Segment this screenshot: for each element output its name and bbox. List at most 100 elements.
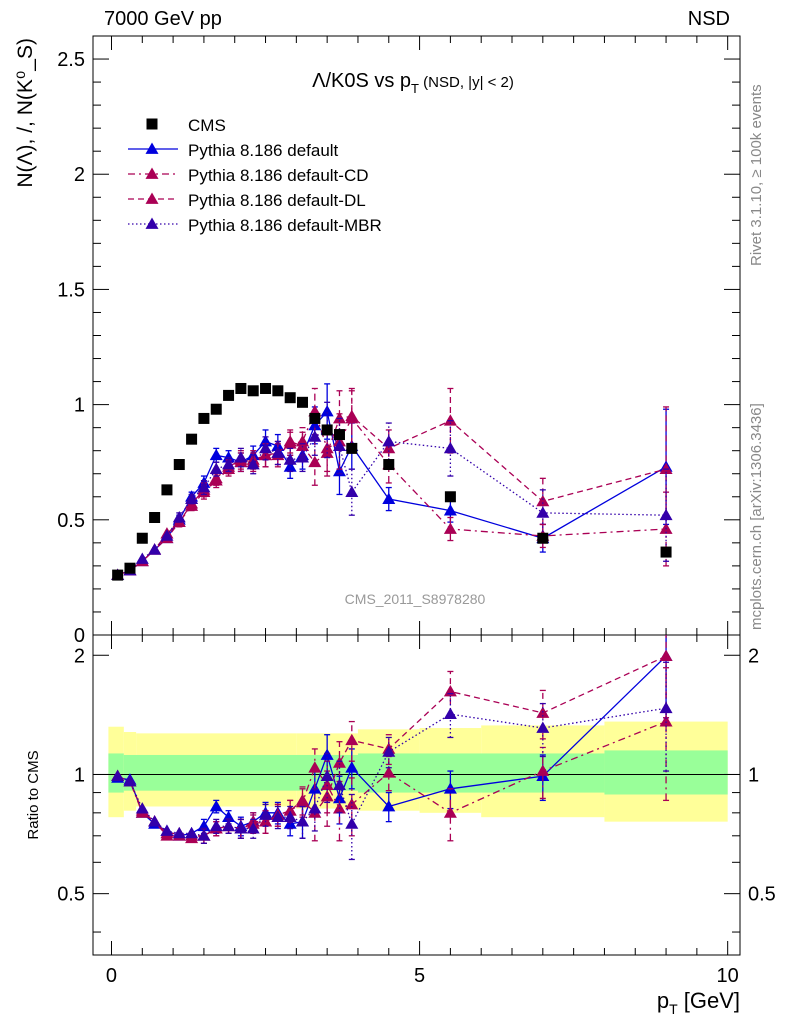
- cms-data-point: [444, 491, 456, 503]
- series-3-ratio-point: [659, 701, 673, 714]
- ratio-y-tick-label-right-2: 2: [748, 645, 759, 667]
- y-tick-label-0: 0: [74, 625, 85, 647]
- legend-label-2: Pythia 8.186 default-DL: [188, 191, 366, 210]
- legend: CMS Pythia 8.186 default Pythia 8.186 defa…: [128, 116, 382, 235]
- cms-data-point: [223, 389, 235, 401]
- series-3-ratio-point: [536, 721, 550, 733]
- series-3-ratio-point: [259, 808, 273, 820]
- cms-data-point: [149, 512, 161, 524]
- series-3-ratio-point: [148, 815, 162, 827]
- series-2-point: [345, 409, 359, 422]
- series-0-point: [332, 464, 346, 477]
- series-3-point: [308, 430, 322, 442]
- series-3-ratio-point: [111, 769, 125, 782]
- series-3-point: [536, 506, 550, 518]
- series-3-point: [185, 492, 199, 504]
- series-0-point: [259, 434, 273, 447]
- series-3-point: [283, 453, 297, 465]
- series-3-main: [111, 401, 673, 580]
- series-ratio-line: [117, 707, 667, 837]
- cms-data-point: [235, 382, 247, 394]
- header-left: 7000 GeV pp: [104, 8, 222, 30]
- x-axis-label: pT [GeV]: [657, 988, 740, 1017]
- series-2-ratio-point: [443, 684, 457, 697]
- series-3-point: [172, 511, 186, 523]
- cms-data-point: [112, 569, 124, 581]
- series-3-ratio-point: [271, 810, 285, 823]
- series-3-ratio-point: [209, 819, 223, 832]
- chart-title: Λ/K0S vs pT (NSD, |y| < 2): [312, 70, 514, 96]
- series-3-ratio-point: [320, 769, 334, 782]
- series-2-point: [283, 434, 297, 447]
- series-2-main: [111, 387, 673, 580]
- series-0-ratio-point: [332, 791, 346, 804]
- series-3-ratio-point: [135, 802, 149, 814]
- series-3-ratio-point: [123, 774, 137, 787]
- series-0-point: [222, 451, 236, 463]
- x-tick-label-0: 0: [106, 965, 117, 987]
- y-tick-label-3: 1.5: [57, 279, 85, 301]
- legend-marker-0: [145, 142, 159, 154]
- cms-data-point: [309, 412, 321, 424]
- series-3-point: [222, 458, 236, 470]
- series-0-point: [382, 492, 396, 504]
- series-3-point: [382, 434, 396, 447]
- legend-label-0: Pythia 8.186 default: [188, 141, 339, 160]
- cms-data-point: [321, 424, 333, 436]
- series-3-point: [259, 441, 273, 454]
- ratio-y-tick-label-right-1: 1: [748, 764, 759, 786]
- cms-data-point: [198, 412, 210, 424]
- series-3-ratio-point: [172, 826, 186, 839]
- series-3-point: [197, 481, 211, 493]
- ratio-y-tick-label-left-1: 1: [74, 764, 85, 786]
- series-2-ratio-point: [296, 793, 310, 806]
- inner-band-2: [357, 753, 605, 793]
- series-2-ratio-point: [320, 789, 334, 802]
- series-3-point: [135, 552, 149, 564]
- legend-cms-marker: [146, 118, 158, 130]
- cms-data-point: [537, 532, 549, 544]
- series-3-point: [345, 485, 359, 498]
- y-axis-label: N(Λ), /, N(K⁰_S): [14, 38, 37, 188]
- ratio-y-tick-label-left-2: 2: [74, 645, 85, 667]
- series-3-ratio-point: [382, 745, 396, 757]
- cms-data-point: [247, 385, 259, 397]
- cms-data-point: [173, 459, 185, 471]
- series-3-ratio-point: [185, 826, 199, 839]
- series-3-point: [443, 441, 457, 454]
- series-0-point: [209, 448, 223, 461]
- series-0-point: [443, 504, 457, 516]
- ratio-frame: [92, 634, 741, 956]
- ratio-y-tick-label-right-0: 0.5: [748, 884, 776, 906]
- header-right: NSD: [687, 8, 730, 30]
- series-0-ratio-point: [197, 819, 211, 832]
- series-3-ratio-point: [332, 778, 346, 790]
- cms-data-point: [297, 396, 309, 408]
- series-2-point: [209, 471, 223, 484]
- cms-data-point: [272, 385, 284, 397]
- series-1-ratio-point: [443, 806, 457, 818]
- legend-cms-label: CMS: [188, 116, 226, 135]
- legend-marker-3: [145, 217, 159, 229]
- series-3-point: [234, 451, 248, 463]
- series-3-point: [160, 529, 174, 541]
- series-0-point: [308, 418, 322, 431]
- series-3-ratio-point: [246, 822, 260, 834]
- series-2-point: [659, 462, 673, 474]
- series-0-ratio-point: [345, 761, 359, 773]
- y-tick-label-1: 0.5: [57, 510, 85, 532]
- series-2-ratio-point: [332, 756, 346, 768]
- legend-marker-1: [145, 167, 159, 179]
- cms-data-point: [161, 484, 173, 496]
- legend-label-3: Pythia 8.186 default-MBR: [188, 216, 382, 235]
- series-3-point: [296, 451, 310, 463]
- watermark: CMS_2011_S8978280: [345, 591, 486, 607]
- series-0-ratio-point: [209, 800, 223, 812]
- series-line: [117, 415, 667, 576]
- ratio-y-axis-label: Ratio to CMS: [25, 750, 42, 839]
- series-3-ratio-point: [443, 707, 457, 720]
- ratio-bands: [108, 721, 728, 822]
- cms-data-point: [260, 382, 272, 394]
- series-3-ratio-point: [345, 817, 359, 829]
